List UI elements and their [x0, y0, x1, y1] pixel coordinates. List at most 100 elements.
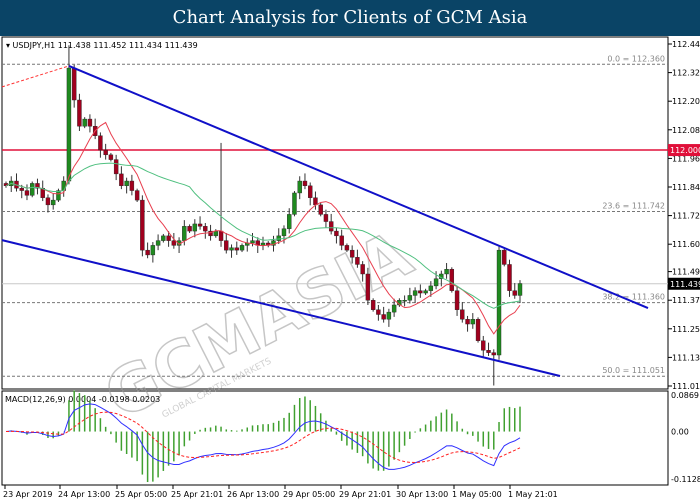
candle-body	[444, 269, 449, 275]
candle-body	[250, 240, 255, 244]
x-tick-label: 29 Apr 21:01	[339, 490, 391, 499]
candle-body	[161, 235, 166, 241]
candle-body	[407, 295, 413, 301]
macd-line	[5, 403, 521, 470]
x-tick-label: 23 Apr 2019	[3, 490, 52, 499]
candle-body	[129, 180, 135, 191]
macd-y-tick-label: -0.1128	[671, 475, 700, 484]
candle-body	[328, 221, 334, 232]
candle-body	[502, 249, 507, 265]
x-tick-label: 30 Apr 13:00	[396, 490, 448, 499]
candle-body	[208, 230, 213, 237]
candle-body	[449, 269, 455, 291]
y-tick-label: 111.605	[672, 240, 700, 249]
candle-body	[56, 190, 61, 201]
candle-body	[344, 245, 350, 251]
candle-body	[465, 319, 470, 325]
candle-body	[313, 197, 318, 206]
macd-signal-line	[5, 411, 521, 463]
candle-body	[166, 235, 171, 241]
candle-body	[35, 183, 40, 189]
y-tick-label: 112.205	[672, 97, 700, 106]
candle-body	[428, 285, 434, 291]
x-tick-label: 25 Apr 21:01	[171, 490, 223, 499]
current-price-box	[668, 277, 700, 290]
upper-trendline	[68, 65, 649, 309]
x-tick-label: 1 May 21:01	[508, 490, 558, 499]
candle-body	[51, 199, 56, 206]
chart-header-label: ▾ USDJPY,H1 111.438 111.452 111.434 111.…	[6, 41, 198, 50]
candle-body	[197, 223, 203, 227]
candle-body	[512, 290, 517, 296]
candle-body	[140, 199, 145, 251]
x-tick-label: 26 Apr 13:00	[227, 490, 279, 499]
x-tick-label: 24 Apr 13:00	[58, 490, 110, 499]
candle-body	[239, 245, 245, 251]
main-panel	[1, 36, 669, 390]
macd-label: MACD(12,26,9) 0.0004 -0.0198 0.0203	[5, 395, 160, 404]
candle-body	[213, 230, 218, 237]
candle-body	[381, 314, 386, 320]
current-price-label: 111.439	[670, 280, 700, 289]
candle-body	[30, 183, 35, 196]
candle-body	[281, 228, 287, 237]
candle-body	[433, 278, 439, 287]
candle-body	[45, 197, 51, 206]
candle-body	[334, 230, 339, 237]
candle-body	[287, 214, 292, 229]
candle-body	[224, 240, 229, 251]
candle-body	[119, 173, 124, 187]
candle-body	[318, 204, 323, 215]
candle-body	[19, 187, 24, 191]
candle-body	[402, 300, 407, 302]
candle-body	[108, 154, 114, 160]
candle-body	[187, 226, 192, 232]
candle-body	[323, 214, 329, 222]
candle-body	[71, 67, 77, 101]
candle-body	[470, 319, 475, 325]
x-tick-label: 1 May 05:00	[452, 490, 502, 499]
resistance-box	[668, 144, 700, 157]
candle-body	[491, 352, 496, 356]
y-tick-label: 112.085	[672, 126, 700, 135]
candle-body	[87, 118, 93, 127]
candle-body	[475, 319, 481, 341]
candle-body	[113, 159, 119, 175]
candle-body	[103, 149, 108, 156]
candle-body	[460, 309, 465, 320]
candle-body	[40, 187, 45, 198]
candle-body	[365, 273, 371, 301]
candle-body	[454, 290, 460, 310]
candle-body	[391, 304, 397, 313]
x-tick-label: 25 Apr 05:00	[115, 490, 167, 499]
candle-body	[150, 245, 156, 256]
red-dashed-line	[1, 65, 70, 88]
candle-body	[360, 264, 365, 275]
candle-body	[66, 67, 72, 182]
candle-body	[124, 180, 129, 187]
candle-body	[203, 226, 208, 232]
candle-body	[386, 311, 392, 320]
candle-body	[276, 235, 281, 241]
x-tick-label: 29 Apr 05:00	[283, 490, 335, 499]
macd-panel	[1, 390, 669, 486]
ma-slow-line	[5, 162, 521, 309]
candle-body	[355, 257, 360, 265]
y-tick-label: 111.250	[672, 325, 700, 334]
candle-body	[507, 264, 512, 291]
candle-body	[376, 309, 381, 315]
candle-body	[418, 290, 423, 294]
candle-body	[486, 350, 491, 353]
y-tick-label: 111.370	[672, 296, 700, 305]
candle-body	[145, 249, 150, 256]
candle-body	[297, 180, 302, 194]
candle-body	[134, 190, 140, 201]
candle-body	[218, 230, 224, 241]
page-title: Chart Analysis for Clients of GCM Asia	[0, 0, 700, 36]
candle-body	[339, 235, 344, 246]
macd-y-tick-label: 0.0869	[671, 391, 699, 400]
y-tick-label: 111.010	[672, 382, 700, 391]
candle-body	[302, 180, 308, 187]
candle-body	[349, 249, 355, 258]
